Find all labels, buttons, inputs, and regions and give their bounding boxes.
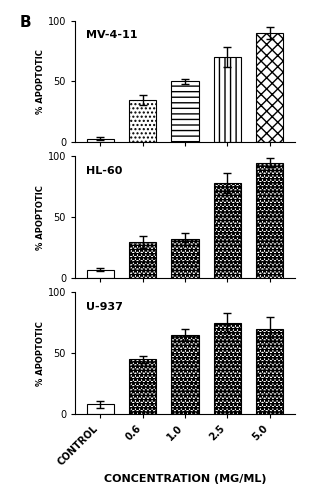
- Bar: [171, 81, 199, 142]
- Text: HL-60: HL-60: [86, 166, 122, 176]
- Text: U-937: U-937: [86, 302, 123, 312]
- Bar: [171, 239, 199, 278]
- Bar: [214, 323, 241, 414]
- Y-axis label: % APOPTOTIC: % APOPTOTIC: [36, 185, 45, 250]
- Bar: [129, 242, 157, 278]
- Bar: [129, 100, 157, 142]
- Bar: [171, 335, 199, 414]
- Bar: [214, 183, 241, 278]
- Bar: [129, 359, 157, 414]
- Bar: [87, 404, 114, 414]
- Bar: [256, 33, 283, 142]
- Text: B: B: [20, 14, 32, 29]
- Text: MV-4-11: MV-4-11: [86, 30, 138, 40]
- Bar: [87, 269, 114, 278]
- Y-axis label: % APOPTOTIC: % APOPTOTIC: [36, 321, 45, 386]
- Bar: [214, 57, 241, 142]
- Y-axis label: % APOPTOTIC: % APOPTOTIC: [36, 49, 45, 114]
- Bar: [87, 139, 114, 142]
- Bar: [256, 163, 283, 278]
- X-axis label: CONCENTRATION (MG/ML): CONCENTRATION (MG/ML): [104, 474, 266, 484]
- Bar: [256, 329, 283, 414]
